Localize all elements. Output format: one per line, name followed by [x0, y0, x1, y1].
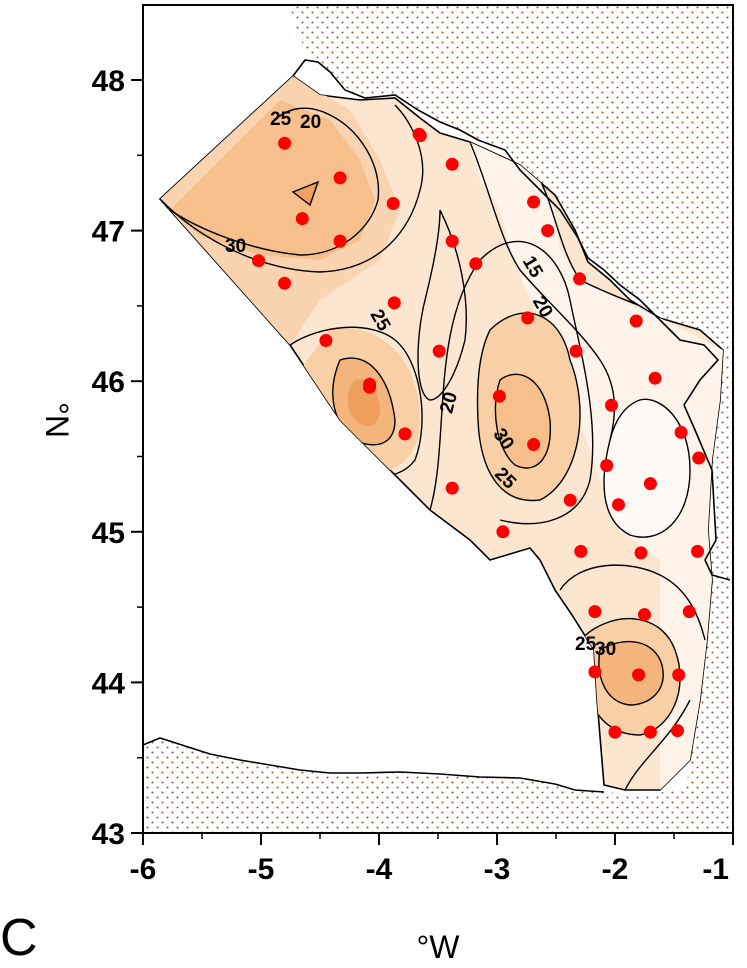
- station-marker: [387, 296, 401, 310]
- station-marker: [278, 136, 292, 150]
- station-marker: [527, 438, 541, 451]
- station-marker: [563, 493, 577, 507]
- x-tick-label: -1: [702, 853, 729, 886]
- south-coastline: [142, 737, 605, 793]
- station-marker: [496, 525, 510, 539]
- station-marker: [492, 389, 506, 403]
- station-marker: [319, 334, 333, 347]
- station-marker: [432, 344, 446, 358]
- station-marker: [632, 668, 646, 682]
- station-marker: [398, 427, 412, 441]
- y-tick-label: 45: [92, 517, 125, 550]
- contour-label-25: 25: [575, 634, 597, 655]
- station-marker: [643, 477, 657, 491]
- contour-label-30: 30: [595, 639, 616, 660]
- station-marker: [588, 665, 602, 679]
- station-marker: [541, 224, 555, 238]
- y-tick-label: 48: [92, 65, 125, 98]
- y-axis: 43 44 45 46 47 48: [92, 65, 143, 851]
- station-marker: [574, 544, 588, 558]
- contour-label-20: 20: [300, 112, 321, 133]
- y-tick-label: 46: [92, 366, 125, 399]
- station-marker: [643, 725, 657, 739]
- station-marker: [629, 314, 643, 328]
- station-marker: [295, 212, 309, 226]
- station-marker: [333, 234, 347, 248]
- station-marker: [527, 195, 541, 209]
- station-marker: [691, 544, 705, 558]
- station-marker: [445, 234, 459, 248]
- station-marker: [608, 725, 622, 739]
- station-marker: [682, 605, 696, 619]
- station-marker: [363, 380, 377, 394]
- station-marker: [612, 498, 625, 512]
- station-marker: [521, 311, 535, 325]
- panel-label: C: [0, 909, 38, 967]
- station-marker: [278, 276, 292, 290]
- station-marker: [605, 398, 618, 412]
- station-marker: [252, 254, 266, 268]
- y-axis-title: °N: [39, 402, 75, 438]
- station-marker: [386, 197, 400, 210]
- station-marker: [638, 608, 651, 622]
- station-marker: [648, 371, 662, 385]
- contour-label-25: 25: [270, 109, 292, 130]
- x-tick-label: -5: [248, 853, 275, 886]
- station-markers: [252, 127, 706, 739]
- y-tick-label: 43: [92, 818, 125, 851]
- station-marker: [671, 724, 684, 738]
- contour-label-30: 30: [225, 236, 246, 257]
- station-marker: [569, 344, 583, 358]
- station-marker: [445, 157, 459, 171]
- x-tick-label: -3: [484, 853, 511, 886]
- station-marker: [600, 459, 614, 472]
- station-marker: [445, 481, 459, 495]
- x-tick-label: -2: [602, 853, 629, 886]
- x-axis-title: °W: [417, 929, 461, 965]
- station-marker: [573, 272, 587, 286]
- x-tick-label: -6: [130, 853, 157, 886]
- x-tick-label: -4: [366, 853, 393, 886]
- station-marker: [674, 425, 688, 439]
- land-area: [143, 5, 733, 833]
- interpolation-field: [158, 59, 731, 791]
- y-tick-label: 47: [92, 216, 125, 249]
- station-marker: [634, 546, 648, 560]
- station-marker: [672, 668, 686, 682]
- station-marker: [588, 605, 602, 619]
- station-marker: [333, 171, 347, 185]
- station-marker: [692, 451, 706, 465]
- y-tick-label: 44: [92, 667, 126, 700]
- station-marker: [469, 257, 483, 271]
- station-marker: [412, 127, 426, 141]
- x-axis: -6 -5 -4 -3 -2 -1: [130, 833, 734, 886]
